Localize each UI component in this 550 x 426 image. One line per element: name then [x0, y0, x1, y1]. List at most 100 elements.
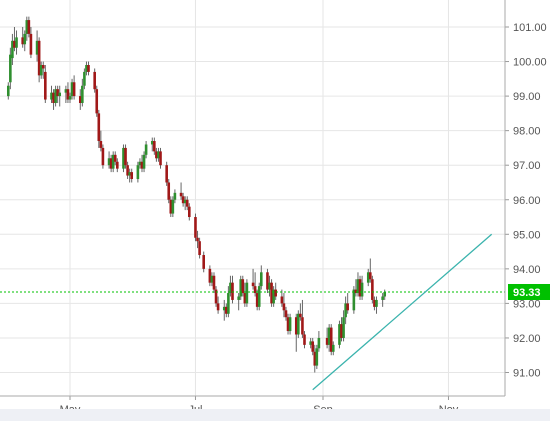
y-tick-label: 94.00 — [513, 264, 541, 276]
candle-down — [284, 310, 288, 318]
candle-up — [35, 40, 39, 55]
candle-up — [11, 40, 14, 59]
y-tick-label: 100.00 — [513, 57, 547, 69]
candle-down — [87, 65, 90, 72]
y-tick-label: 97.00 — [513, 160, 541, 172]
candle-down — [41, 65, 45, 69]
candle-down — [21, 37, 24, 45]
candle-down — [243, 293, 247, 304]
candle-down — [282, 303, 286, 311]
y-tick-label: 91.00 — [513, 368, 541, 380]
candle-up — [315, 348, 319, 366]
candle-up — [338, 324, 341, 345]
candle-down — [130, 172, 134, 180]
candle-down — [373, 299, 376, 307]
candle-up — [122, 147, 125, 169]
candle-down — [99, 141, 103, 148]
candle-down — [196, 237, 199, 242]
candle-up — [157, 151, 160, 159]
candle-down — [202, 255, 205, 269]
y-tick-label: 98.00 — [513, 126, 541, 138]
candle-down — [126, 165, 129, 176]
candle-down — [253, 286, 257, 294]
candle-up — [257, 286, 261, 307]
candle-down — [241, 279, 245, 294]
candle-down — [212, 275, 216, 290]
candle-up — [229, 282, 232, 294]
candle-up — [107, 158, 111, 166]
candle-up — [183, 199, 187, 204]
candle-down — [165, 165, 168, 183]
candle-down — [78, 96, 82, 104]
candle-up — [375, 299, 378, 307]
candle-up — [6, 85, 10, 97]
candle-down — [66, 89, 70, 100]
candle-down — [225, 306, 228, 314]
candle-down — [159, 151, 162, 166]
candle-down — [52, 92, 55, 104]
y-tick-label: 99.00 — [513, 91, 541, 103]
candle-down — [116, 161, 119, 169]
last-price-badge — [508, 283, 550, 300]
candle-up — [317, 337, 321, 349]
candle-down — [325, 337, 329, 345]
candle-down — [27, 20, 31, 34]
candle-down — [37, 40, 41, 76]
candle-up — [245, 282, 249, 304]
candle-up — [111, 154, 115, 169]
candle-up — [259, 272, 263, 287]
candle-down — [313, 351, 317, 366]
candle-up — [327, 327, 331, 345]
candle-down — [371, 279, 374, 300]
candles — [6, 16, 387, 373]
candle-down — [311, 341, 315, 352]
candle-down — [179, 192, 183, 197]
scrollbar-track — [0, 409, 550, 421]
candle-up — [222, 306, 226, 311]
candle-down — [274, 289, 277, 297]
candle-down — [340, 324, 343, 338]
candle-up — [23, 33, 27, 45]
candle-down — [354, 289, 358, 294]
candle-up — [381, 296, 384, 300]
candle-up — [171, 199, 175, 214]
candle-down — [181, 196, 185, 204]
last-price-label: 93.33 — [513, 287, 541, 299]
grid-lines — [0, 0, 505, 396]
candle-up — [173, 192, 177, 200]
y-tick-label: 93.00 — [513, 298, 541, 310]
candle-up — [356, 279, 360, 294]
candle-up — [239, 279, 243, 297]
candle-up — [331, 344, 335, 352]
candle-up — [64, 89, 68, 93]
candle-up — [383, 291, 387, 297]
candle-up — [81, 85, 84, 104]
candle-up — [68, 96, 72, 100]
candle-down — [303, 334, 306, 345]
candle-down — [294, 317, 298, 335]
candle-up — [9, 54, 12, 83]
candle-down — [72, 82, 76, 97]
candle-down — [124, 147, 127, 166]
support-trendline — [312, 233, 493, 391]
candle-down — [266, 272, 269, 290]
candle-up — [54, 89, 57, 104]
candle-down — [214, 289, 218, 304]
candle-down — [299, 313, 302, 318]
candle-down — [169, 199, 173, 214]
candle-down — [155, 151, 158, 159]
candle-up — [366, 272, 370, 283]
overlays: 93.33 — [0, 233, 550, 391]
candle-up — [144, 144, 148, 155]
candle-up — [85, 65, 88, 72]
candle-down — [140, 161, 144, 169]
candle-up — [128, 172, 131, 176]
candle-down — [101, 147, 105, 166]
candle-up — [83, 71, 86, 86]
candle-down — [113, 154, 117, 162]
candle-down — [301, 317, 304, 335]
candle-down — [194, 217, 197, 238]
y-tick-label: 95.00 — [513, 229, 541, 241]
